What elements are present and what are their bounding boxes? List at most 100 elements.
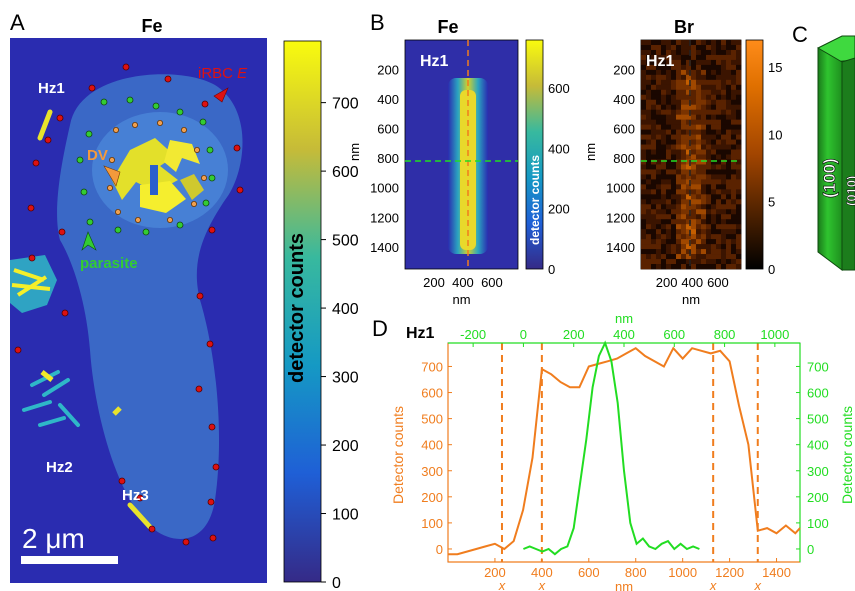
br-pixel	[676, 139, 682, 145]
colorbar-a-tick-label: 100	[332, 507, 359, 524]
br-pixel	[681, 229, 687, 235]
br-pixel	[671, 54, 677, 61]
br-pixel	[726, 154, 732, 160]
br-pixel	[711, 219, 717, 225]
br-pixel	[646, 54, 652, 61]
br-pixel	[701, 109, 707, 115]
br-pixel	[731, 159, 737, 165]
br-pixel	[681, 79, 687, 86]
panel-c-letter: C	[792, 22, 808, 47]
br-pixel	[721, 99, 727, 106]
crystal-face-010: (010)	[844, 176, 855, 206]
br-pixel	[651, 54, 657, 61]
br-pixel	[676, 154, 682, 160]
br-pixel	[716, 109, 722, 115]
br-pixel	[641, 79, 647, 86]
br-pixel	[676, 144, 682, 150]
br-map-xtick-label: 200	[656, 275, 678, 290]
br-pixel	[716, 119, 722, 125]
br-pixel	[691, 49, 697, 56]
br-pixel	[696, 44, 702, 51]
br-pixel	[711, 189, 717, 195]
br-pixel	[666, 219, 672, 225]
br-pixel	[641, 264, 647, 270]
br-pixel	[731, 204, 737, 210]
br-pixel	[691, 209, 697, 215]
br-pixel	[716, 249, 722, 255]
br-pixel	[681, 104, 687, 110]
br-pixel	[656, 69, 662, 76]
br-pixel	[671, 84, 677, 91]
br-pixel	[651, 174, 657, 180]
br-pixel	[726, 244, 732, 250]
br-pixel	[721, 74, 727, 81]
br-pixel	[646, 149, 652, 155]
br-pixel	[681, 94, 687, 101]
br-pixel	[641, 259, 647, 265]
br-pixel	[666, 84, 672, 91]
br-pixel	[701, 254, 707, 260]
br-pixel	[666, 149, 672, 155]
br-pixel	[656, 239, 662, 245]
br-map-ytick-label: 1400	[606, 240, 635, 255]
br-pixel	[726, 79, 732, 86]
br-pixel	[651, 79, 657, 86]
br-pixel	[726, 234, 732, 240]
br-pixel	[736, 179, 742, 185]
br-pixel	[706, 119, 712, 125]
x-tick-label: 1400	[762, 565, 791, 580]
br-pixel	[651, 239, 657, 245]
br-map-xtick-label: 400	[681, 275, 703, 290]
br-pixel	[646, 104, 652, 110]
small-crystal	[112, 406, 122, 416]
dv-boundary-dots	[107, 120, 207, 223]
br-pixel	[686, 44, 692, 51]
br-pixel	[696, 89, 702, 96]
br-pixel	[661, 254, 667, 260]
x-tick-label: 200	[484, 565, 506, 580]
br-pixel	[661, 144, 667, 150]
br-pixel	[646, 79, 652, 86]
br-pixel	[641, 224, 647, 230]
br-pixel	[666, 54, 672, 61]
br-pixel	[671, 264, 677, 270]
br-pixel	[691, 84, 697, 91]
br-pixel	[671, 249, 677, 255]
fe-map-tag: Hz1	[420, 53, 449, 70]
br-pixel	[641, 184, 647, 190]
br-pixel	[671, 214, 677, 220]
y-right-tick-label: 600	[807, 386, 829, 401]
br-pixel	[671, 89, 677, 96]
br-pixel	[686, 74, 692, 81]
br-pixel	[666, 49, 672, 56]
br-pixel	[641, 109, 647, 115]
br-pixel	[716, 44, 722, 51]
br-pixel	[711, 114, 717, 120]
br-pixel	[676, 104, 682, 110]
br-pixel	[676, 179, 682, 185]
br-pixel	[711, 159, 717, 165]
br-map-xlabel: nm	[682, 292, 700, 307]
br-pixel	[646, 184, 652, 190]
br-pixel	[681, 149, 687, 155]
br-pixel	[676, 164, 682, 170]
br-pixel	[666, 134, 672, 140]
br-pixel	[701, 144, 707, 150]
br-pixel	[666, 194, 672, 200]
br-pixel	[681, 59, 687, 66]
br-pixel	[731, 124, 737, 130]
br-pixel	[691, 164, 697, 170]
br-pixel	[736, 234, 742, 240]
colorbar-b-fe-tick-label: 600	[548, 81, 570, 96]
br-pixel	[711, 239, 717, 245]
br-pixel	[661, 124, 667, 130]
br-pixel	[716, 254, 722, 260]
br-pixel	[661, 119, 667, 125]
br-pixel	[691, 44, 697, 51]
br-pixel	[651, 134, 657, 140]
br-map-ytick-label: 1200	[606, 210, 635, 225]
y-tick-label: 300	[421, 464, 443, 479]
br-pixel	[666, 199, 672, 205]
br-pixel	[681, 179, 687, 185]
br-pixel	[686, 224, 692, 230]
